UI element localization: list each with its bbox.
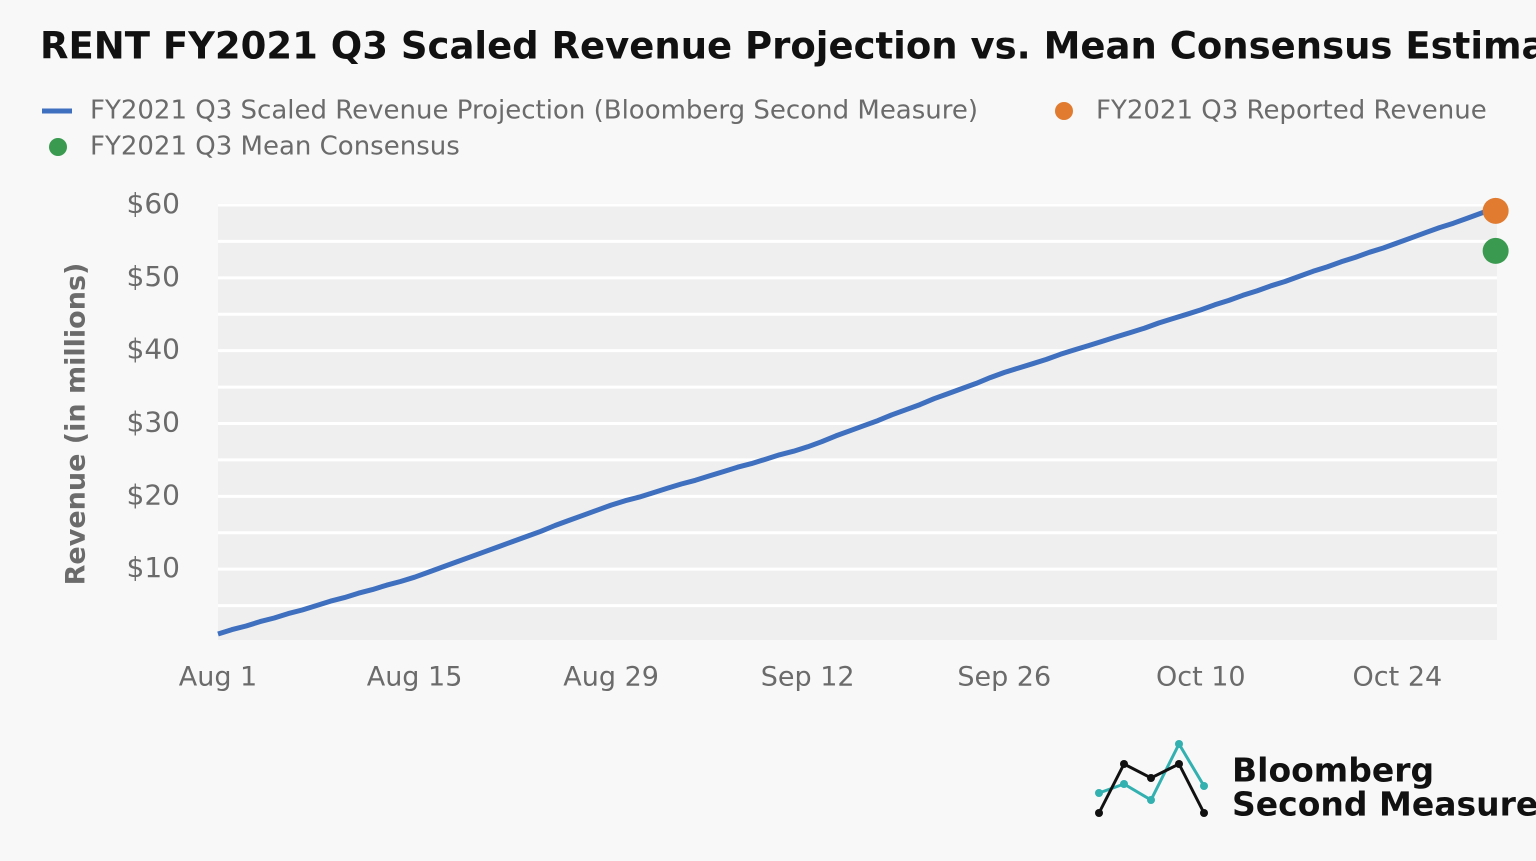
x-tick-label: Aug 29: [563, 662, 659, 693]
line-series: [217, 205, 1497, 637]
y-axis-label: Revenue (in millions): [61, 263, 92, 586]
y-tick-label: $40: [127, 333, 180, 366]
y-tick-label: $60: [127, 187, 180, 220]
x-tick-label: Oct 10: [1156, 662, 1246, 693]
point: [1482, 197, 1509, 224]
point: [1482, 237, 1509, 264]
y-tick-label: $50: [127, 260, 180, 293]
x-tick-label: Sep 26: [957, 662, 1051, 693]
legend-swatch: [1055, 102, 1073, 120]
plot-area: [218, 203, 1497, 640]
legend-label: FY2021 Q3 Scaled Revenue Projection (Blo…: [90, 96, 978, 126]
y-tick-label: $20: [127, 478, 180, 511]
legend-label: FY2021 Q3 Reported Revenue: [1096, 96, 1487, 126]
x-tick-label: Aug 15: [367, 662, 463, 693]
x-tick-label: Aug 1: [179, 662, 257, 693]
x-tick-label: Sep 12: [761, 662, 855, 693]
logo-text: Bloomberg: [1232, 751, 1434, 790]
y-tick-label: $10: [127, 551, 180, 584]
chart-title: RENT FY2021 Q3 Scaled Revenue Projection…: [40, 25, 1536, 68]
y-tick-label: $30: [127, 406, 180, 439]
legend-swatch: [49, 138, 67, 156]
x-tick-label: Oct 24: [1353, 662, 1443, 693]
logo: Bloomberg Second Measure: [1095, 740, 1536, 824]
logo-line: [1098, 740, 1206, 803]
logo-text: Second Measure: [1232, 785, 1536, 824]
legend-label: FY2021 Q3 Mean Consensus: [90, 132, 460, 162]
